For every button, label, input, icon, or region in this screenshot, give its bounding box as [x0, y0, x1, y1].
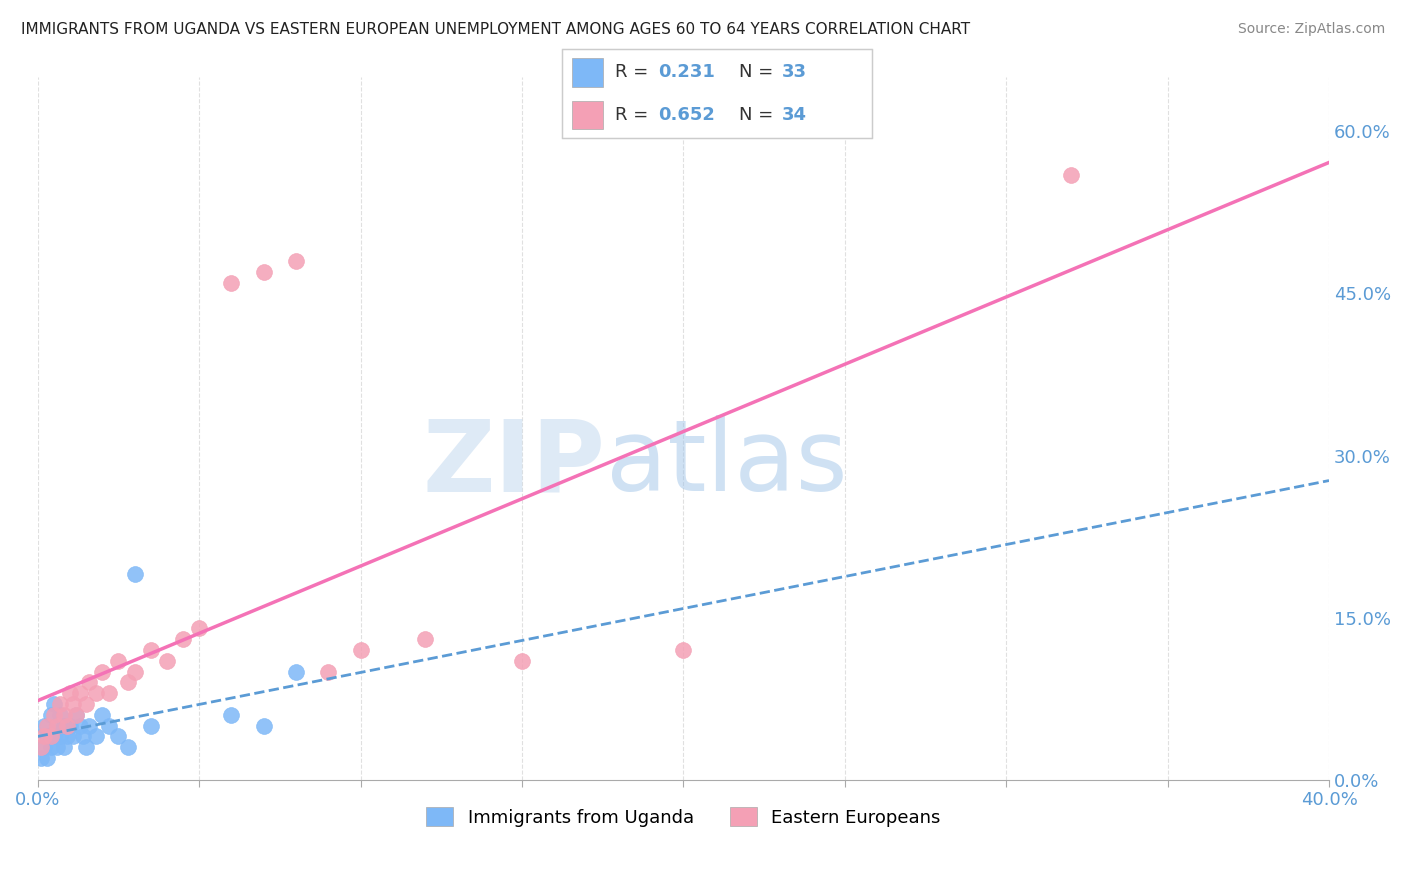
Point: [55, 718, 77, 732]
Text: ZIP: ZIP: [423, 415, 606, 512]
Point: [117, 740, 139, 755]
Point: [124, 665, 146, 679]
Point: [84, 686, 107, 700]
Point: [42, 707, 65, 722]
Text: N =: N =: [738, 106, 779, 124]
Point: [46, 718, 69, 732]
Point: [97, 686, 120, 700]
FancyBboxPatch shape: [572, 101, 603, 129]
Point: [139, 718, 162, 732]
Point: [52, 718, 75, 732]
Point: [32, 730, 55, 744]
Point: [37, 730, 59, 744]
Point: [72, 730, 94, 744]
Point: [52, 740, 75, 755]
Point: [413, 632, 436, 647]
Point: [172, 632, 194, 647]
Point: [188, 621, 211, 635]
Point: [65, 707, 87, 722]
Point: [46, 740, 69, 755]
Point: [253, 718, 276, 732]
FancyBboxPatch shape: [572, 58, 603, 87]
Point: [75, 740, 97, 755]
Point: [37, 718, 59, 732]
Text: 0.231: 0.231: [658, 63, 716, 81]
Text: 33: 33: [782, 63, 807, 81]
Text: R =: R =: [614, 63, 654, 81]
Point: [79, 718, 101, 732]
Point: [37, 751, 59, 765]
Point: [42, 730, 65, 744]
Point: [510, 654, 533, 668]
Point: [49, 697, 72, 711]
Point: [139, 643, 162, 657]
Text: N =: N =: [738, 63, 779, 81]
Point: [79, 675, 101, 690]
Point: [59, 718, 82, 732]
Point: [75, 697, 97, 711]
Point: [107, 654, 129, 668]
Point: [221, 276, 243, 290]
Point: [32, 740, 55, 755]
Point: [221, 707, 243, 722]
Point: [65, 707, 87, 722]
Point: [284, 254, 307, 268]
Point: [55, 730, 77, 744]
Point: [32, 718, 55, 732]
Point: [91, 665, 114, 679]
Point: [42, 697, 65, 711]
Text: IMMIGRANTS FROM UGANDA VS EASTERN EUROPEAN UNEMPLOYMENT AMONG AGES 60 TO 64 YEAR: IMMIGRANTS FROM UGANDA VS EASTERN EUROPE…: [21, 22, 970, 37]
Text: R =: R =: [614, 106, 654, 124]
Point: [97, 718, 120, 732]
Point: [1060, 168, 1083, 182]
Point: [253, 265, 276, 279]
Point: [117, 675, 139, 690]
Point: [62, 730, 84, 744]
Point: [349, 643, 371, 657]
Text: 0.652: 0.652: [658, 106, 716, 124]
Point: [62, 697, 84, 711]
Text: Source: ZipAtlas.com: Source: ZipAtlas.com: [1237, 22, 1385, 37]
Legend: Immigrants from Uganda, Eastern Europeans: Immigrants from Uganda, Eastern European…: [419, 800, 948, 834]
Point: [69, 718, 91, 732]
Point: [284, 665, 307, 679]
Text: 34: 34: [782, 106, 807, 124]
Point: [39, 740, 62, 755]
Point: [156, 654, 179, 668]
Point: [672, 643, 695, 657]
Point: [107, 730, 129, 744]
Point: [49, 730, 72, 744]
Point: [30, 740, 52, 755]
Text: atlas: atlas: [606, 415, 848, 512]
Point: [39, 730, 62, 744]
Point: [52, 707, 75, 722]
Point: [59, 686, 82, 700]
Point: [91, 707, 114, 722]
Point: [49, 707, 72, 722]
Point: [84, 730, 107, 744]
Point: [46, 718, 69, 732]
Point: [69, 686, 91, 700]
Point: [30, 751, 52, 765]
Point: [316, 665, 339, 679]
Point: [39, 707, 62, 722]
Point: [124, 567, 146, 582]
